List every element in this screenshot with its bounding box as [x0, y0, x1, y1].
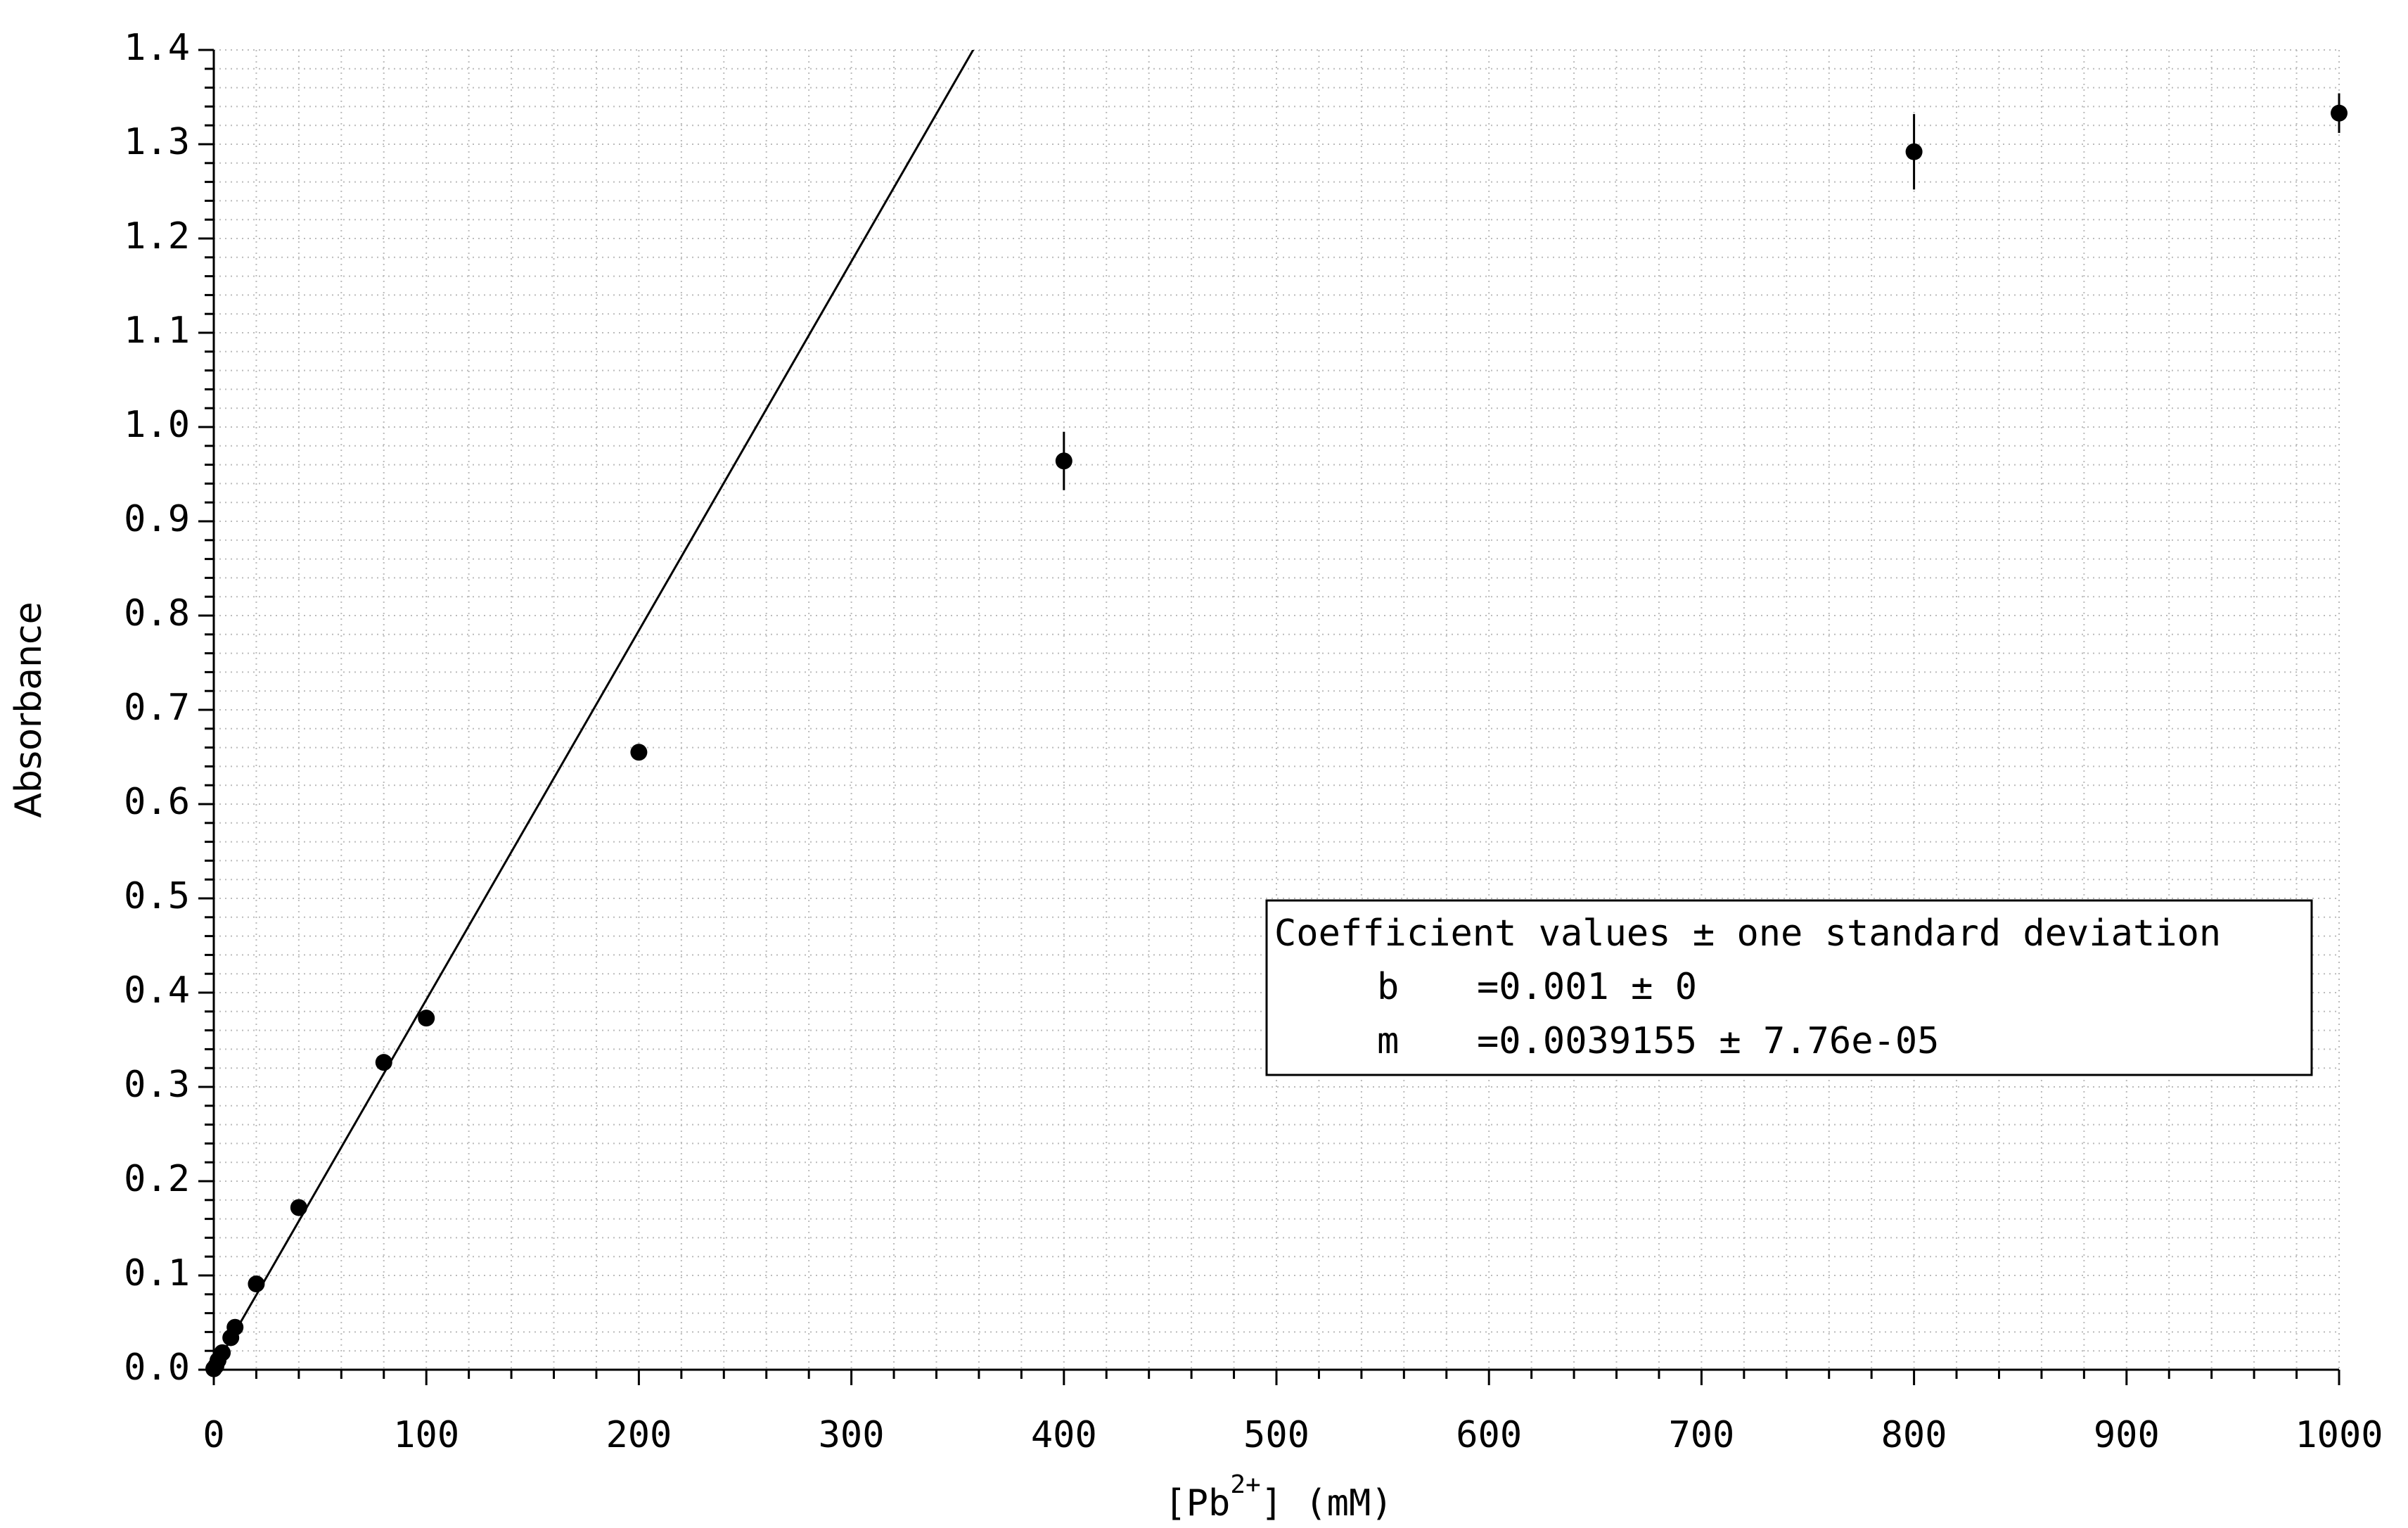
point — [630, 744, 648, 761]
x-tick-label: 700 — [1668, 1414, 1734, 1456]
x-tick-label: 300 — [819, 1414, 885, 1456]
x-tick-label: 500 — [1243, 1414, 1309, 1456]
y-axis-label: Absorbance — [8, 601, 50, 817]
x-label-sup: 2+ — [1230, 1470, 1260, 1499]
y-tick-label: 1.4 — [124, 27, 190, 69]
x-tick-label: 0 — [203, 1414, 224, 1456]
point — [375, 1054, 392, 1071]
annotation-name: m — [1377, 1020, 1399, 1062]
y-tick-label: 0.3 — [124, 1064, 190, 1106]
y-tick-label: 0.2 — [124, 1158, 190, 1200]
y-tick-label: 1.1 — [124, 310, 190, 352]
point — [214, 1344, 231, 1361]
x-tick-label: 600 — [1456, 1414, 1522, 1456]
annotation-box — [1265, 899, 2313, 1076]
y-tick-label: 0.5 — [124, 875, 190, 917]
annotation-title: Coefficient values ± one standard deviat… — [1274, 912, 2221, 955]
x-label-part: [Pb — [1164, 1482, 1230, 1524]
y-tick-label: 1.0 — [124, 404, 190, 446]
point — [2331, 104, 2348, 122]
fit-group — [214, 50, 975, 1370]
y-tick-label: 0.0 — [124, 1346, 190, 1389]
x-tick-label: 200 — [606, 1414, 672, 1456]
annotation-name: b — [1377, 966, 1399, 1008]
point — [290, 1199, 307, 1216]
x-tick-label: 800 — [1881, 1414, 1947, 1456]
annotation-value: =0.0039155 ± 7.76e-05 — [1477, 1020, 1939, 1062]
x-tick-label: 400 — [1031, 1414, 1097, 1456]
y-tick-label: 0.8 — [124, 592, 190, 635]
x-label-part: ] (mM) — [1261, 1482, 1393, 1524]
y-tick-label: 0.9 — [124, 498, 190, 540]
y-tick-label: 1.2 — [124, 215, 190, 257]
y-tick-label: 0.1 — [124, 1252, 190, 1294]
y-tick-label: 0.7 — [124, 687, 190, 729]
y-tick-label: 0.6 — [124, 781, 190, 823]
x-axis-label: [Pb2+] (mM) — [1164, 1470, 1392, 1524]
point — [418, 1010, 435, 1027]
point — [1055, 452, 1072, 470]
y-tick-label: 0.4 — [124, 969, 190, 1012]
x-tick-label: 100 — [393, 1414, 459, 1456]
fit-line — [214, 50, 975, 1370]
y-tick-label: 1.3 — [124, 121, 190, 163]
point — [1905, 143, 1923, 160]
annotation-value: =0.001 ± 0 — [1477, 966, 1697, 1008]
point — [226, 1318, 244, 1336]
x-tick-label: 900 — [2094, 1414, 2160, 1456]
x-tick-label: 1000 — [2295, 1414, 2383, 1456]
point — [248, 1275, 265, 1293]
